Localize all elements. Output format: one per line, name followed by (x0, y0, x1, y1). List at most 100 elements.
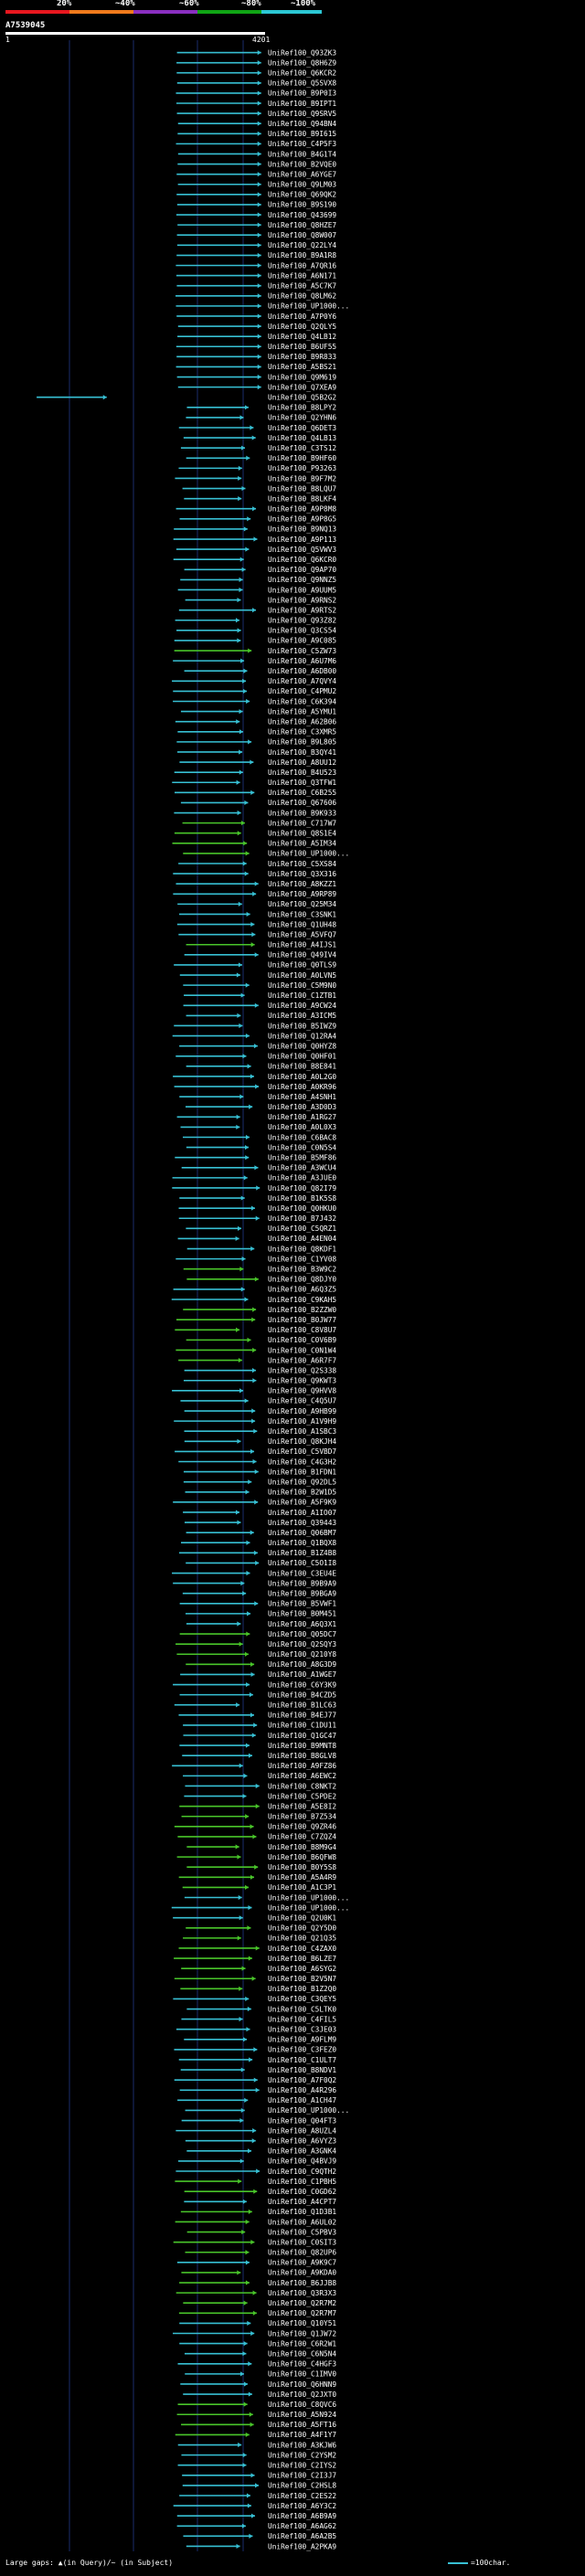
hit-label[interactable]: UniRef100_UP1000... (268, 1893, 349, 1902)
hit-label[interactable]: UniRef100_Q3CS54 (268, 627, 336, 635)
hit-label[interactable]: UniRef100_B8LPY2 (268, 404, 336, 412)
hit-label[interactable]: UniRef100_A7F0Q2 (268, 2076, 336, 2084)
hit-label[interactable]: UniRef100_C5QRZ1 (268, 1224, 336, 1233)
hit-label[interactable]: UniRef100_Q49IV4 (268, 951, 336, 959)
hit-label[interactable]: UniRef100_A6AG62 (268, 2522, 336, 2530)
hit-label[interactable]: UniRef100_Q0TLS9 (268, 961, 336, 970)
hit-label[interactable]: UniRef100_C2IYS2 (268, 2462, 336, 2470)
hit-label[interactable]: UniRef100_Q9HVV8 (268, 1387, 336, 1395)
hit-label[interactable]: UniRef100_Q2SQY3 (268, 1640, 336, 1648)
hit-label[interactable]: UniRef100_Q8KDF1 (268, 1245, 336, 1253)
hit-label[interactable]: UniRef100_B8M9G4 (268, 1843, 336, 1851)
hit-label[interactable]: UniRef100_C8V8U7 (268, 1326, 336, 1334)
hit-label[interactable]: UniRef100_Q5B2G2 (268, 394, 336, 402)
hit-label[interactable]: UniRef100_A9P113 (268, 535, 336, 544)
hit-label[interactable]: UniRef100_A5IM34 (268, 840, 336, 848)
hit-label[interactable]: UniRef100_B9P0I3 (268, 90, 336, 98)
hit-label[interactable]: UniRef100_C1PBH5 (268, 2178, 336, 2186)
hit-label[interactable]: UniRef100_Q9M619 (268, 373, 336, 381)
hit-label[interactable]: UniRef100_C4G3H2 (268, 1458, 336, 1466)
hit-label[interactable]: UniRef100_A6Q3X1 (268, 1620, 336, 1628)
hit-label[interactable]: UniRef100_A6Y3C2 (268, 2502, 336, 2510)
hit-label[interactable]: UniRef100_C4Q5U7 (268, 1397, 336, 1405)
hit-label[interactable]: UniRef100_Q1D3B1 (268, 2208, 336, 2216)
hit-label[interactable]: UniRef100_B2W1D5 (268, 1489, 336, 1497)
hit-label[interactable]: UniRef100_A2PKA9 (268, 2542, 336, 2550)
hit-label[interactable]: UniRef100_B8GLV8 (268, 1752, 336, 1760)
hit-label[interactable]: UniRef100_A5C7K7 (268, 281, 336, 290)
hit-label[interactable]: UniRef100_C6B255 (268, 789, 336, 797)
hit-label[interactable]: UniRef100_B3QY41 (268, 748, 336, 757)
hit-label[interactable]: UniRef100_B9K933 (268, 809, 336, 817)
hit-label[interactable]: UniRef100_C6K394 (268, 697, 336, 705)
hit-label[interactable]: UniRef100_A6N171 (268, 271, 336, 280)
hit-label[interactable]: UniRef100_Q3R3X3 (268, 2289, 336, 2297)
hit-label[interactable]: UniRef100_C5XS84 (268, 860, 336, 868)
hit-label[interactable]: UniRef100_A1C3P1 (268, 1883, 336, 1892)
hit-label[interactable]: UniRef100_Q2S338 (268, 1366, 336, 1374)
hit-label[interactable]: UniRef100_A1CH47 (268, 2096, 336, 2104)
hit-label[interactable]: UniRef100_A6UL02 (268, 2218, 336, 2226)
hit-label[interactable]: UniRef100_B1Z4B8 (268, 1549, 336, 1557)
hit-label[interactable]: UniRef100_Q1UH48 (268, 920, 336, 928)
hit-label[interactable]: UniRef100_B5MF86 (268, 1153, 336, 1161)
hit-label[interactable]: UniRef100_Q94BN4 (268, 120, 336, 128)
hit-label[interactable]: UniRef100_C5LTK0 (268, 2005, 336, 2013)
hit-label[interactable]: UniRef100_Q2QLY5 (268, 323, 336, 331)
hit-label[interactable]: UniRef100_Q0HF01 (268, 1053, 336, 1061)
hit-label[interactable]: UniRef100_A62B06 (268, 717, 336, 726)
hit-label[interactable]: UniRef100_A9RTS2 (268, 606, 336, 614)
hit-label[interactable]: UniRef100_A9FZ86 (268, 1762, 336, 1770)
hit-label[interactable]: UniRef100_C5O1I8 (268, 1559, 336, 1567)
hit-label[interactable]: UniRef100_Q9NNZ5 (268, 576, 336, 584)
hit-label[interactable]: UniRef100_B4U523 (268, 769, 336, 777)
hit-label[interactable]: UniRef100_Q06BM7 (268, 1529, 336, 1537)
hit-label[interactable]: UniRef100_Q6KCR0 (268, 556, 336, 564)
hit-label[interactable]: UniRef100_B5VWF1 (268, 1600, 336, 1608)
hit-label[interactable]: UniRef100_C3SNK1 (268, 910, 336, 918)
hit-label[interactable]: UniRef100_B6JJB8 (268, 2279, 336, 2287)
hit-label[interactable]: UniRef100_Q210Y8 (268, 1650, 336, 1659)
hit-label[interactable]: UniRef100_Q2R7M7 (268, 2309, 336, 2317)
hit-label[interactable]: UniRef100_Q1GC47 (268, 1732, 336, 1740)
hit-label[interactable]: UniRef100_Q8W007 (268, 231, 336, 239)
hit-label[interactable]: UniRef100_A9RP89 (268, 890, 336, 898)
hit-label[interactable]: UniRef100_A3D0D3 (268, 1103, 336, 1111)
hit-label[interactable]: UniRef100_C717W7 (268, 819, 336, 827)
hit-label[interactable]: UniRef100_C0V6B9 (268, 1336, 336, 1344)
hit-label[interactable]: UniRef100_Q10Y51 (268, 2319, 336, 2327)
hit-label[interactable]: UniRef100_B9F7M2 (268, 474, 336, 482)
hit-label[interactable]: UniRef100_B8NDV1 (268, 2066, 336, 2074)
hit-label[interactable]: UniRef100_Q8H6Z9 (268, 58, 336, 67)
hit-label[interactable]: UniRef100_Q0HKU0 (268, 1204, 336, 1213)
hit-label[interactable]: UniRef100_A6A2B5 (268, 2532, 336, 2540)
hit-label[interactable]: UniRef100_B1LC63 (268, 1701, 336, 1710)
hit-label[interactable]: UniRef100_C4P5F3 (268, 140, 336, 148)
hit-label[interactable]: UniRef100_Q82UP6 (268, 2249, 336, 2257)
hit-label[interactable]: UniRef100_Q5VWV3 (268, 546, 336, 554)
hit-label[interactable]: UniRef100_A7QR16 (268, 261, 336, 270)
hit-label[interactable]: UniRef100_Q9LM03 (268, 181, 336, 189)
hit-label[interactable]: UniRef100_Q21Q35 (268, 1935, 336, 1943)
hit-label[interactable]: UniRef100_A0L0X3 (268, 1123, 336, 1131)
hit-label[interactable]: UniRef100_C7ZQZ4 (268, 1833, 336, 1841)
hit-label[interactable]: UniRef100_Q8LM62 (268, 292, 336, 301)
hit-label[interactable]: UniRef100_A6R7F7 (268, 1356, 336, 1364)
hit-label[interactable]: UniRef100_C3QEY5 (268, 1995, 336, 2003)
hit-label[interactable]: UniRef100_A5E8I2 (268, 1802, 336, 1810)
hit-label[interactable]: UniRef100_UP1000... (268, 2106, 349, 2115)
hit-label[interactable]: UniRef100_A1IO07 (268, 1509, 336, 1517)
hit-label[interactable]: UniRef100_C3EU4E (268, 1569, 336, 1577)
hit-label[interactable]: UniRef100_C4HGF3 (268, 2360, 336, 2369)
hit-label[interactable]: UniRef100_A6B9A9 (268, 2512, 336, 2520)
hit-label[interactable]: UniRef100_B8LKF4 (268, 494, 336, 503)
hit-label[interactable]: UniRef100_Q93ZK3 (268, 48, 336, 57)
hit-label[interactable]: UniRef100_B2V5N7 (268, 1975, 336, 1983)
hit-label[interactable]: UniRef100_B0JW77 (268, 1316, 336, 1324)
hit-label[interactable]: UniRef100_B7Z534 (268, 1813, 336, 1821)
hit-label[interactable]: UniRef100_A6U7M6 (268, 657, 336, 665)
hit-label[interactable]: UniRef100_A9RNS2 (268, 596, 336, 604)
hit-label[interactable]: UniRef100_B8E841 (268, 1063, 336, 1071)
hit-label[interactable]: UniRef100_A0L2G0 (268, 1073, 336, 1081)
hit-label[interactable]: UniRef100_C9KAH5 (268, 1296, 336, 1304)
